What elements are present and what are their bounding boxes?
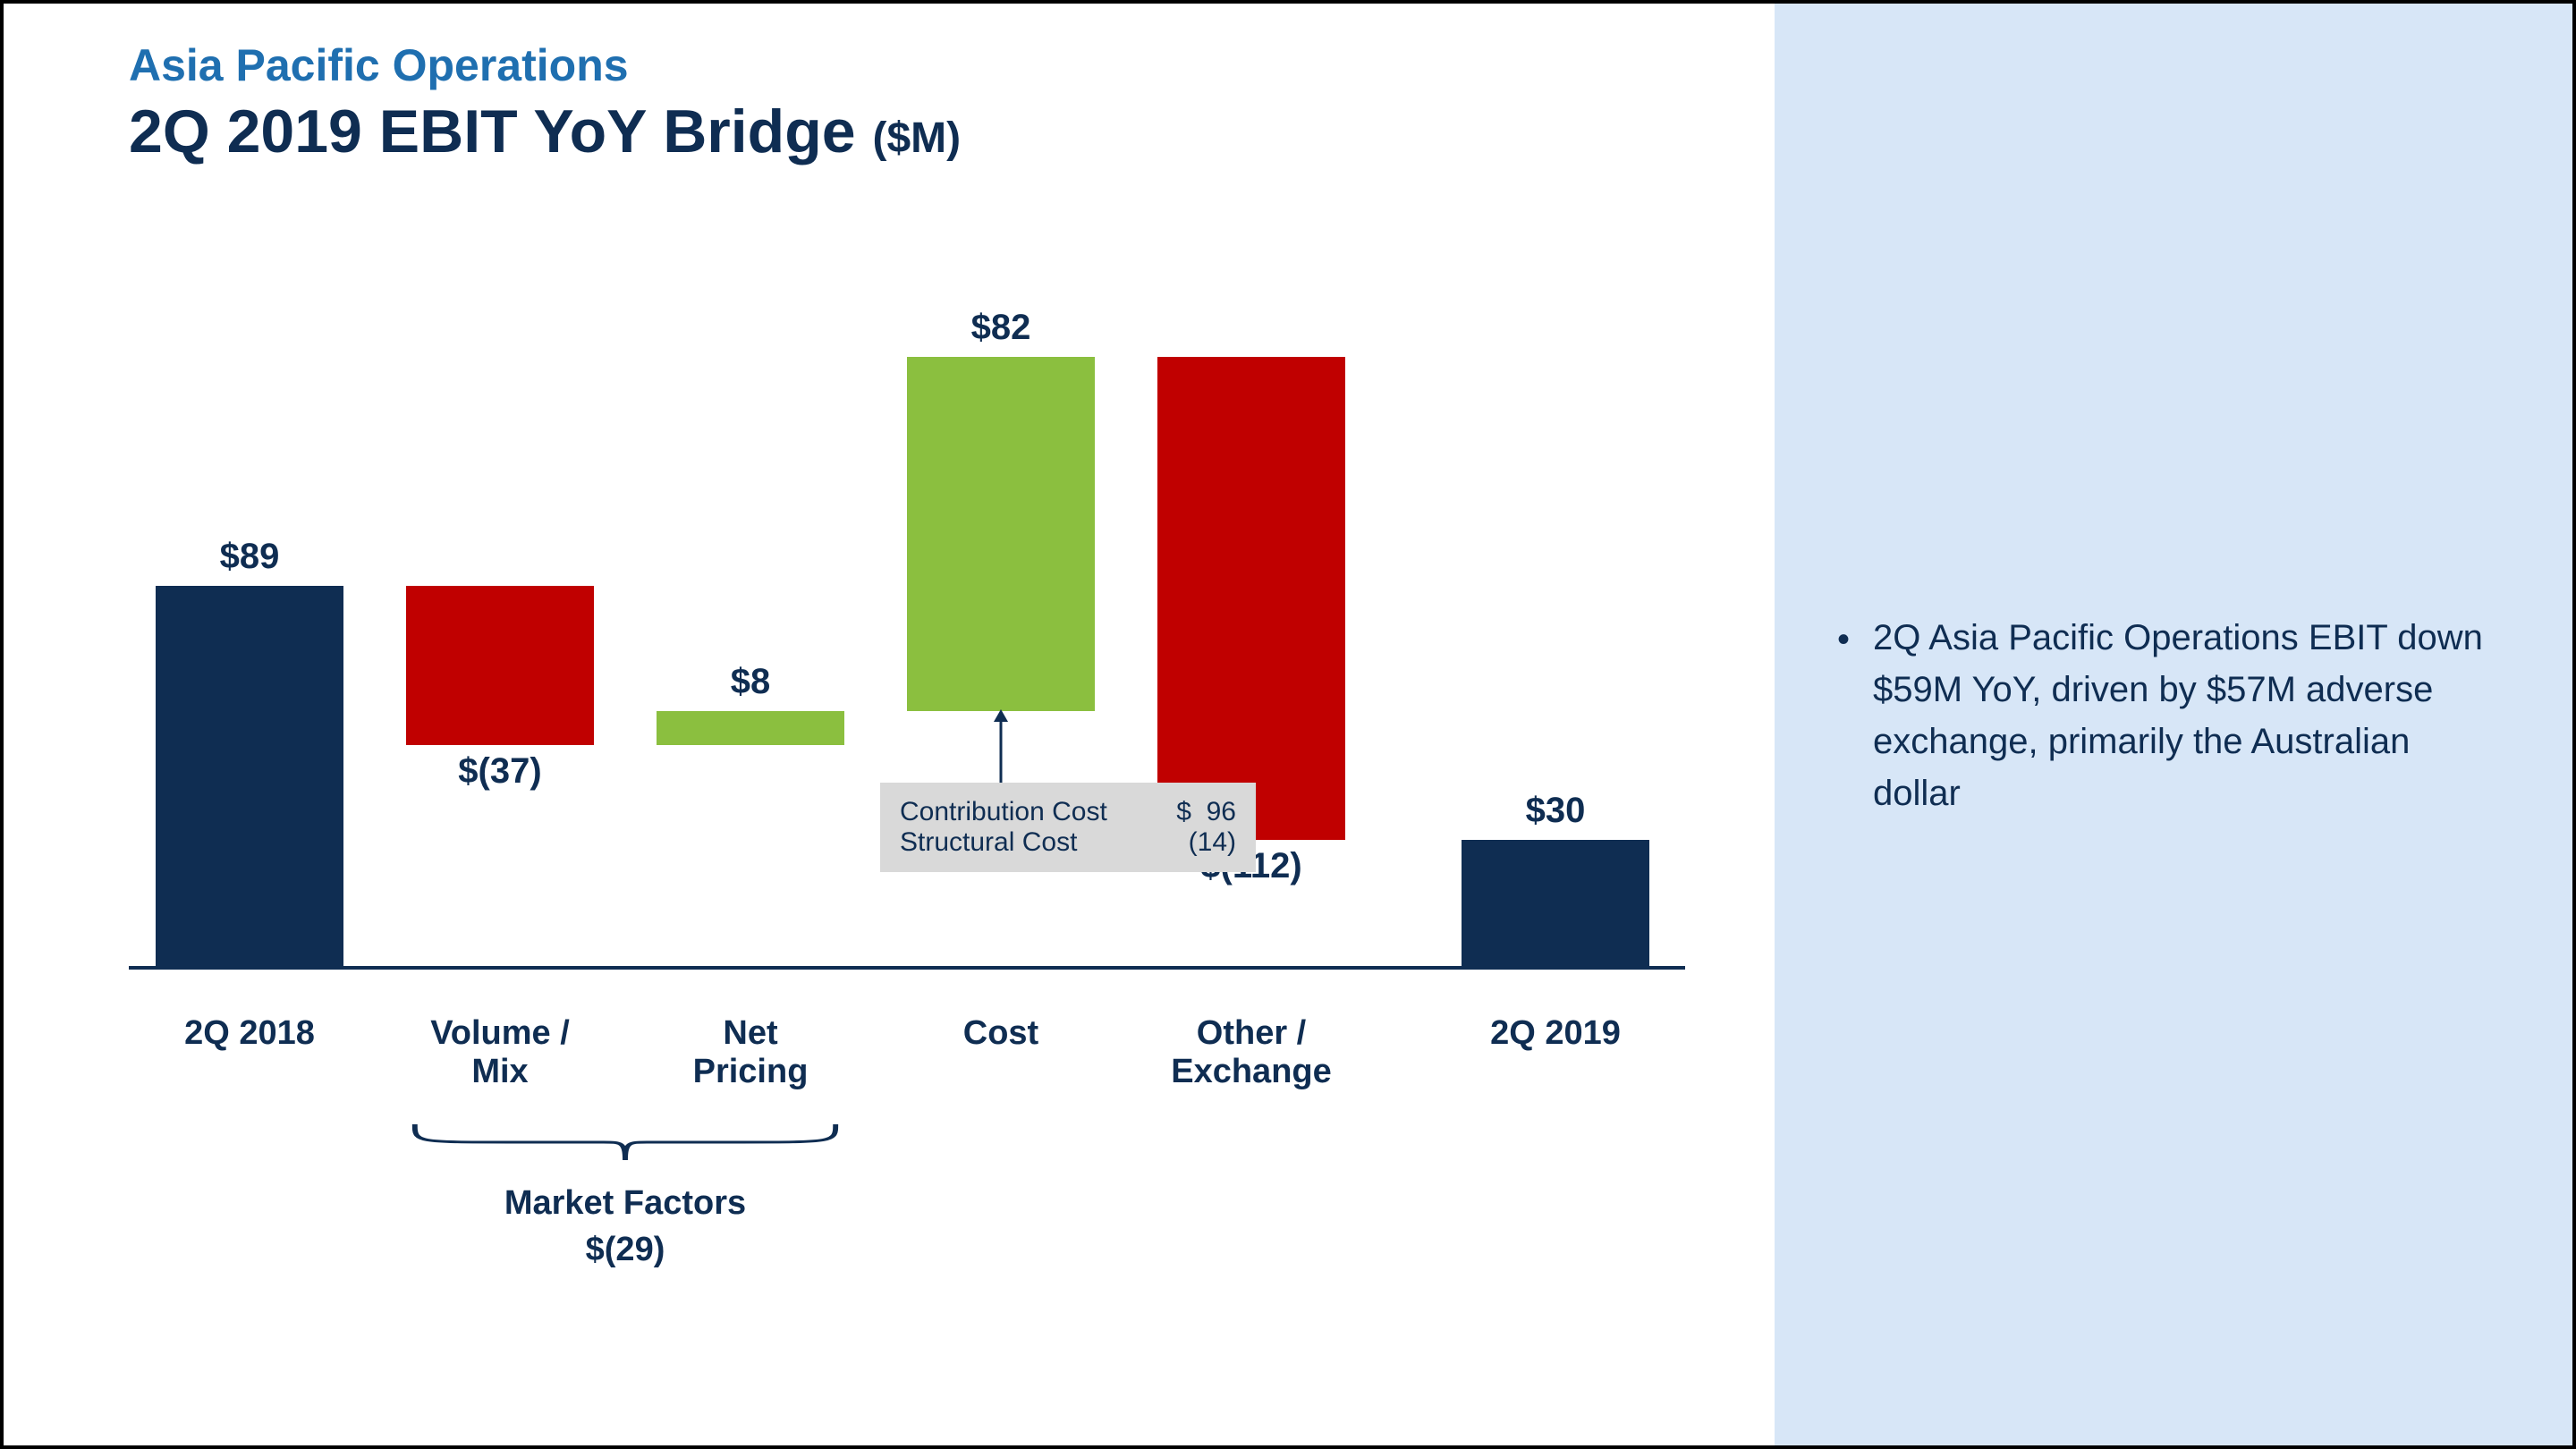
callout-value: (14) xyxy=(1189,827,1236,858)
group-label: Market Factors xyxy=(446,1184,804,1223)
bullet-item: •2Q Asia Pacific Operations EBIT down $5… xyxy=(1837,612,2501,819)
category-label: 2Q 2018 xyxy=(120,1014,379,1053)
main-panel: Asia Pacific Operations 2Q 2019 EBIT YoY… xyxy=(4,4,1775,1445)
group-brace xyxy=(406,1120,844,1165)
group-value: $(29) xyxy=(446,1231,804,1269)
bar-value-label: $82 xyxy=(871,308,1131,348)
cost-callout: Contribution Cost $ 96 Structural Cost (14) xyxy=(880,783,1256,872)
category-label: Cost xyxy=(871,1014,1131,1053)
waterfall-chart: $89$(37)$8$82$(112)$30 2Q 2018Volume /Mi… xyxy=(129,236,1685,1363)
bar-column: $89 xyxy=(156,236,343,970)
bullet-dot-icon: • xyxy=(1837,612,1850,819)
slide: Asia Pacific Operations 2Q 2019 EBIT YoY… xyxy=(4,4,2572,1445)
slide-title: 2Q 2019 EBIT YoY Bridge ($M) xyxy=(129,97,1775,166)
bar xyxy=(406,586,594,745)
bar xyxy=(1157,357,1345,840)
slide-subtitle: Asia Pacific Operations xyxy=(129,39,1775,91)
bar-column: $8 xyxy=(657,236,844,970)
bar xyxy=(657,711,844,746)
bar xyxy=(1462,840,1649,970)
bar-value-label: $8 xyxy=(621,662,880,702)
callout-name: Contribution Cost xyxy=(900,797,1107,827)
callout-row: Contribution Cost $ 96 xyxy=(900,797,1236,827)
category-label: Volume /Mix xyxy=(370,1014,630,1091)
category-label: 2Q 2019 xyxy=(1426,1014,1685,1053)
category-label: NetPricing xyxy=(621,1014,880,1091)
bar xyxy=(907,357,1095,711)
bullet-text: 2Q Asia Pacific Operations EBIT down $59… xyxy=(1873,612,2501,819)
bar-value-label: $(37) xyxy=(370,751,630,792)
bar-column: $(37) xyxy=(406,236,594,970)
category-labels: 2Q 2018Volume /MixNetPricingCostOther /E… xyxy=(129,1014,1685,1122)
slide-title-unit: ($M) xyxy=(872,114,961,162)
bar xyxy=(156,586,343,970)
bar-column: $30 xyxy=(1462,236,1649,970)
category-label: Other /Exchange xyxy=(1122,1014,1381,1091)
bar-value-label: $30 xyxy=(1426,791,1685,831)
callout-value: $ 96 xyxy=(1176,797,1236,827)
bar-value-label: $89 xyxy=(120,537,379,577)
callout-arrow-icon xyxy=(983,708,1019,784)
slide-title-main: 2Q 2019 EBIT YoY Bridge xyxy=(129,97,872,165)
callout-row: Structural Cost (14) xyxy=(900,827,1236,858)
callout-name: Structural Cost xyxy=(900,827,1077,858)
sidebar: •2Q Asia Pacific Operations EBIT down $5… xyxy=(1775,4,2572,1445)
